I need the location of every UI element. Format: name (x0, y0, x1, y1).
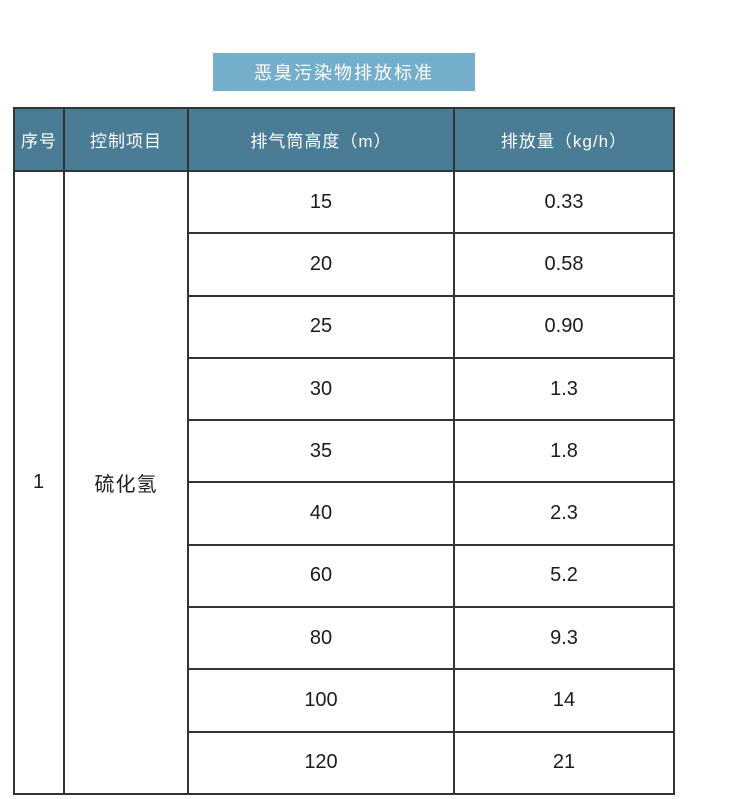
emission-rate-cell: 0.90 (453, 294, 675, 359)
stack-height-cell: 35 (187, 419, 455, 484)
emission-rate-cell: 2.3 (453, 481, 675, 546)
table-row: 80 9.3 (14, 606, 675, 671)
stack-height-cell: 30 (187, 356, 455, 422)
stack-height-cell: 20 (187, 232, 455, 297)
emission-rate-cell: 1.8 (453, 419, 675, 484)
emission-standards-table: 序号 控制项目 排气筒高度（m） 排放量（kg/h） 1 硫化氢 15 0.33… (13, 107, 675, 796)
header-serial-number: 序号 (13, 107, 65, 172)
table-row: 25 0.90 (14, 294, 675, 359)
title-banner: 恶臭污染物排放标准 (213, 53, 475, 91)
title-banner-label: 恶臭污染物排放标准 (254, 63, 434, 83)
table-row: 30 1.3 (14, 356, 675, 422)
table-row: 120 21 (14, 730, 675, 796)
stack-height-cell: 60 (187, 543, 455, 609)
stack-height-cell: 40 (187, 481, 455, 546)
serial-number-cell: 1 (13, 170, 65, 795)
emission-rate-cell: 0.58 (453, 232, 675, 297)
stack-height-cell: 120 (187, 730, 455, 796)
table-row: 100 14 (14, 668, 675, 733)
table-row: 35 1.8 (14, 419, 675, 484)
emission-rate-cell: 9.3 (453, 606, 675, 671)
emission-rate-cell: 0.33 (453, 169, 675, 235)
stack-height-cell: 15 (187, 169, 455, 235)
emission-rate-cell: 1.3 (453, 356, 675, 422)
emission-rate-cell: 21 (453, 730, 675, 796)
stack-height-cell: 25 (187, 294, 455, 359)
table-row: 60 5.2 (14, 543, 675, 609)
header-row: 序号 控制项目 排气筒高度（m） 排放量（kg/h） (13, 107, 675, 172)
table-row: 20 0.58 (14, 232, 675, 297)
emission-rate-cell: 5.2 (453, 543, 675, 609)
header-emission-rate: 排放量（kg/h） (453, 107, 675, 172)
table-row: 40 2.3 (14, 481, 675, 546)
table-row: 1 硫化氢 15 0.33 (13, 169, 675, 795)
header-stack-height: 排气筒高度（m） (187, 107, 455, 172)
stack-height-cell: 100 (187, 668, 455, 733)
stack-height-cell: 80 (187, 606, 455, 671)
emission-rate-cell: 14 (453, 668, 675, 733)
header-control-item: 控制项目 (63, 107, 189, 172)
control-item-cell: 硫化氢 (63, 170, 189, 795)
